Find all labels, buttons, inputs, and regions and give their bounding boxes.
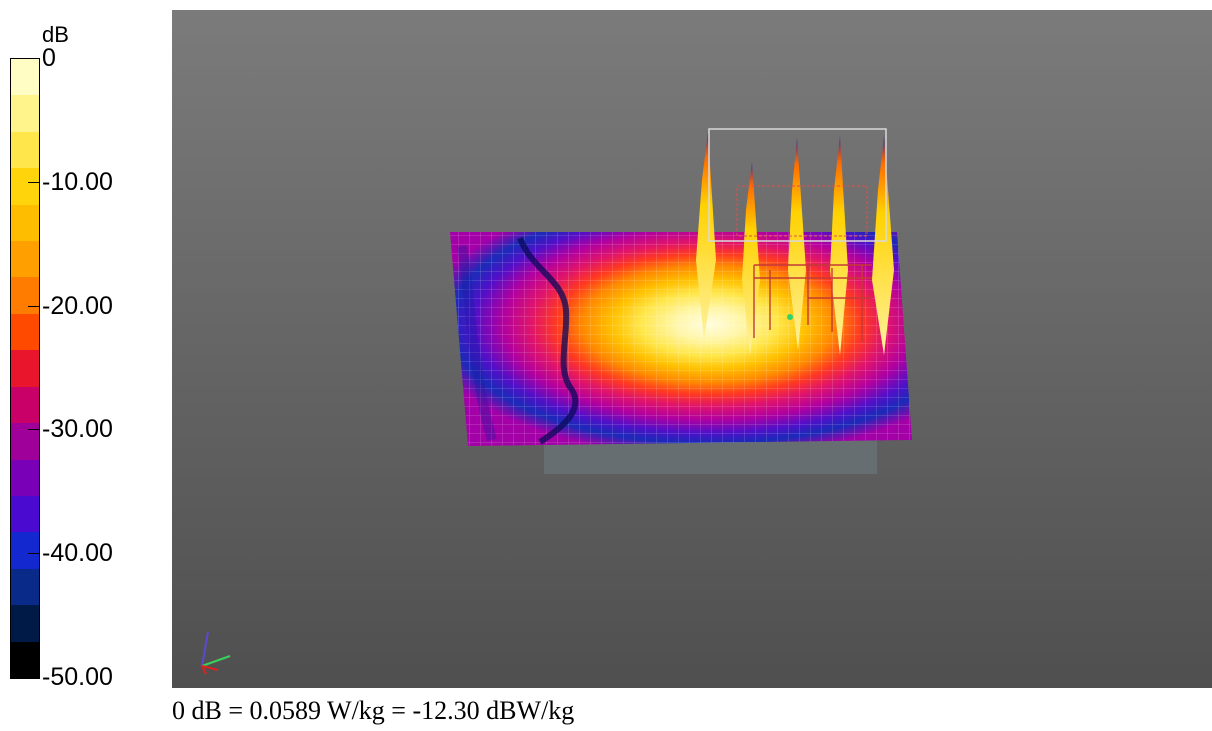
colorbar-tick-mark [28, 429, 40, 431]
colorbar-band [11, 386, 39, 424]
colorbar-band [11, 204, 39, 242]
colorbar-scale [10, 58, 40, 679]
colorbar-band [11, 95, 39, 133]
field-spike [872, 136, 894, 355]
antenna-bounding-box [708, 128, 887, 242]
sar-distribution-scene [201, 128, 912, 675]
colorbar-tick-label: -10.00 [42, 167, 113, 196]
contour-band [457, 245, 497, 442]
contour-line [517, 236, 579, 445]
colorbar-band [11, 495, 39, 533]
sar-reference-caption: 0 dB = 0.0589 W/kg = -12.30 dBW/kg [172, 696, 575, 725]
colorbar-tick-label: -50.00 [42, 663, 113, 691]
colorbar-band [11, 277, 39, 315]
colorbar-unit: dB [42, 22, 69, 47]
antenna-structure [753, 264, 872, 342]
colorbar-tick-mark [28, 553, 40, 555]
field-spike [696, 132, 716, 340]
colorbar-tick-label: -20.00 [42, 291, 113, 320]
colorbar-band [11, 59, 39, 96]
colorbar-tick-mark [28, 677, 40, 678]
colorbar-band [11, 313, 39, 351]
probe-point [787, 314, 793, 320]
field-spike [788, 138, 806, 350]
field-spike [742, 162, 760, 355]
colorbar-band [11, 131, 39, 169]
phantom-shadow [544, 440, 877, 474]
colorbar-band [11, 241, 39, 278]
colorbar-tick-mark [28, 181, 40, 183]
colorbar-tick-label: -30.00 [42, 415, 113, 444]
colorbar-band [11, 532, 39, 570]
colorbar-tick-mark [28, 58, 40, 59]
colorbar-band [11, 459, 39, 497]
colorbar-band [11, 605, 39, 643]
colorbar-band [11, 641, 39, 679]
colorbar-legend: dB 0 -10.00 -20.00 -30.00 -40.00 -50.00 [0, 0, 170, 690]
colorbar-band [11, 423, 39, 461]
colorbar-tick-mark [28, 305, 40, 307]
colorbar-band [11, 168, 39, 206]
antenna-outline [736, 185, 868, 237]
3d-viewport[interactable] [172, 10, 1212, 688]
colorbar-tick-label: 0 [42, 44, 56, 72]
colorbar-band [11, 350, 39, 388]
xyz-axes-icon [201, 631, 231, 675]
field-spike [830, 136, 848, 355]
colorbar-tick-label: -40.00 [42, 539, 113, 568]
colorbar-band [11, 568, 39, 606]
